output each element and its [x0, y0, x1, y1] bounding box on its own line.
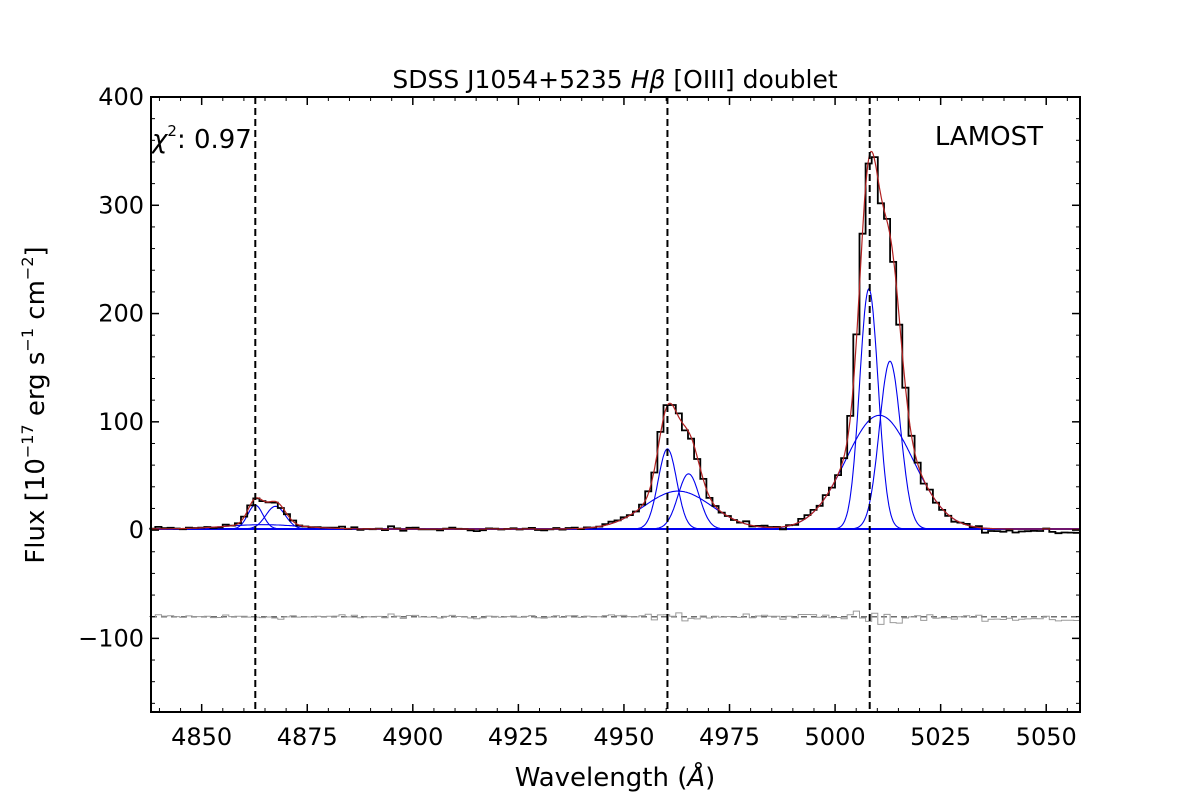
- model-fit: [151, 150, 1080, 530]
- y-tick-label: 300: [98, 191, 144, 219]
- observed-spectrum: [149, 156, 1080, 535]
- x-tick-label: 5050: [1016, 723, 1077, 751]
- y-tick-label: 400: [98, 83, 144, 111]
- component-line: [151, 287, 1080, 530]
- x-tick-label: 5025: [910, 723, 971, 751]
- axis-ticks: 4850 4875 4900 4925 4950 4975 5000 5025 5050 −100…: [78, 83, 1080, 751]
- x-tick-label: 4875: [277, 723, 338, 751]
- chi2-annotation: χ2: 0.97: [150, 122, 252, 155]
- component-line: [151, 414, 1080, 530]
- x-axis-label: Wavelength (Å): [515, 761, 716, 793]
- x-tick-label: 4975: [699, 723, 760, 751]
- x-tick-label: 4950: [593, 723, 654, 751]
- y-tick-label: −100: [78, 624, 144, 652]
- x-tick-label: 4925: [488, 723, 549, 751]
- plot-content: [149, 97, 1080, 712]
- chart-title: SDSS J1054+5235 Hβ [OIII] doublet: [392, 65, 838, 94]
- component-line: [151, 360, 1080, 530]
- y-tick-label: 100: [98, 408, 144, 436]
- x-tick-label: 4850: [171, 723, 232, 751]
- instrument-label: LAMOST: [935, 122, 1043, 152]
- x-tick-label: 5000: [805, 723, 866, 751]
- y-tick-label: 0: [129, 516, 144, 544]
- x-tick-label: 4900: [382, 723, 443, 751]
- y-tick-label: 200: [98, 300, 144, 328]
- residual-series: [149, 610, 1080, 625]
- plot-frame: [150, 96, 1081, 713]
- y-axis-label: Flux [10−17 erg s−1 cm−2]: [18, 246, 51, 563]
